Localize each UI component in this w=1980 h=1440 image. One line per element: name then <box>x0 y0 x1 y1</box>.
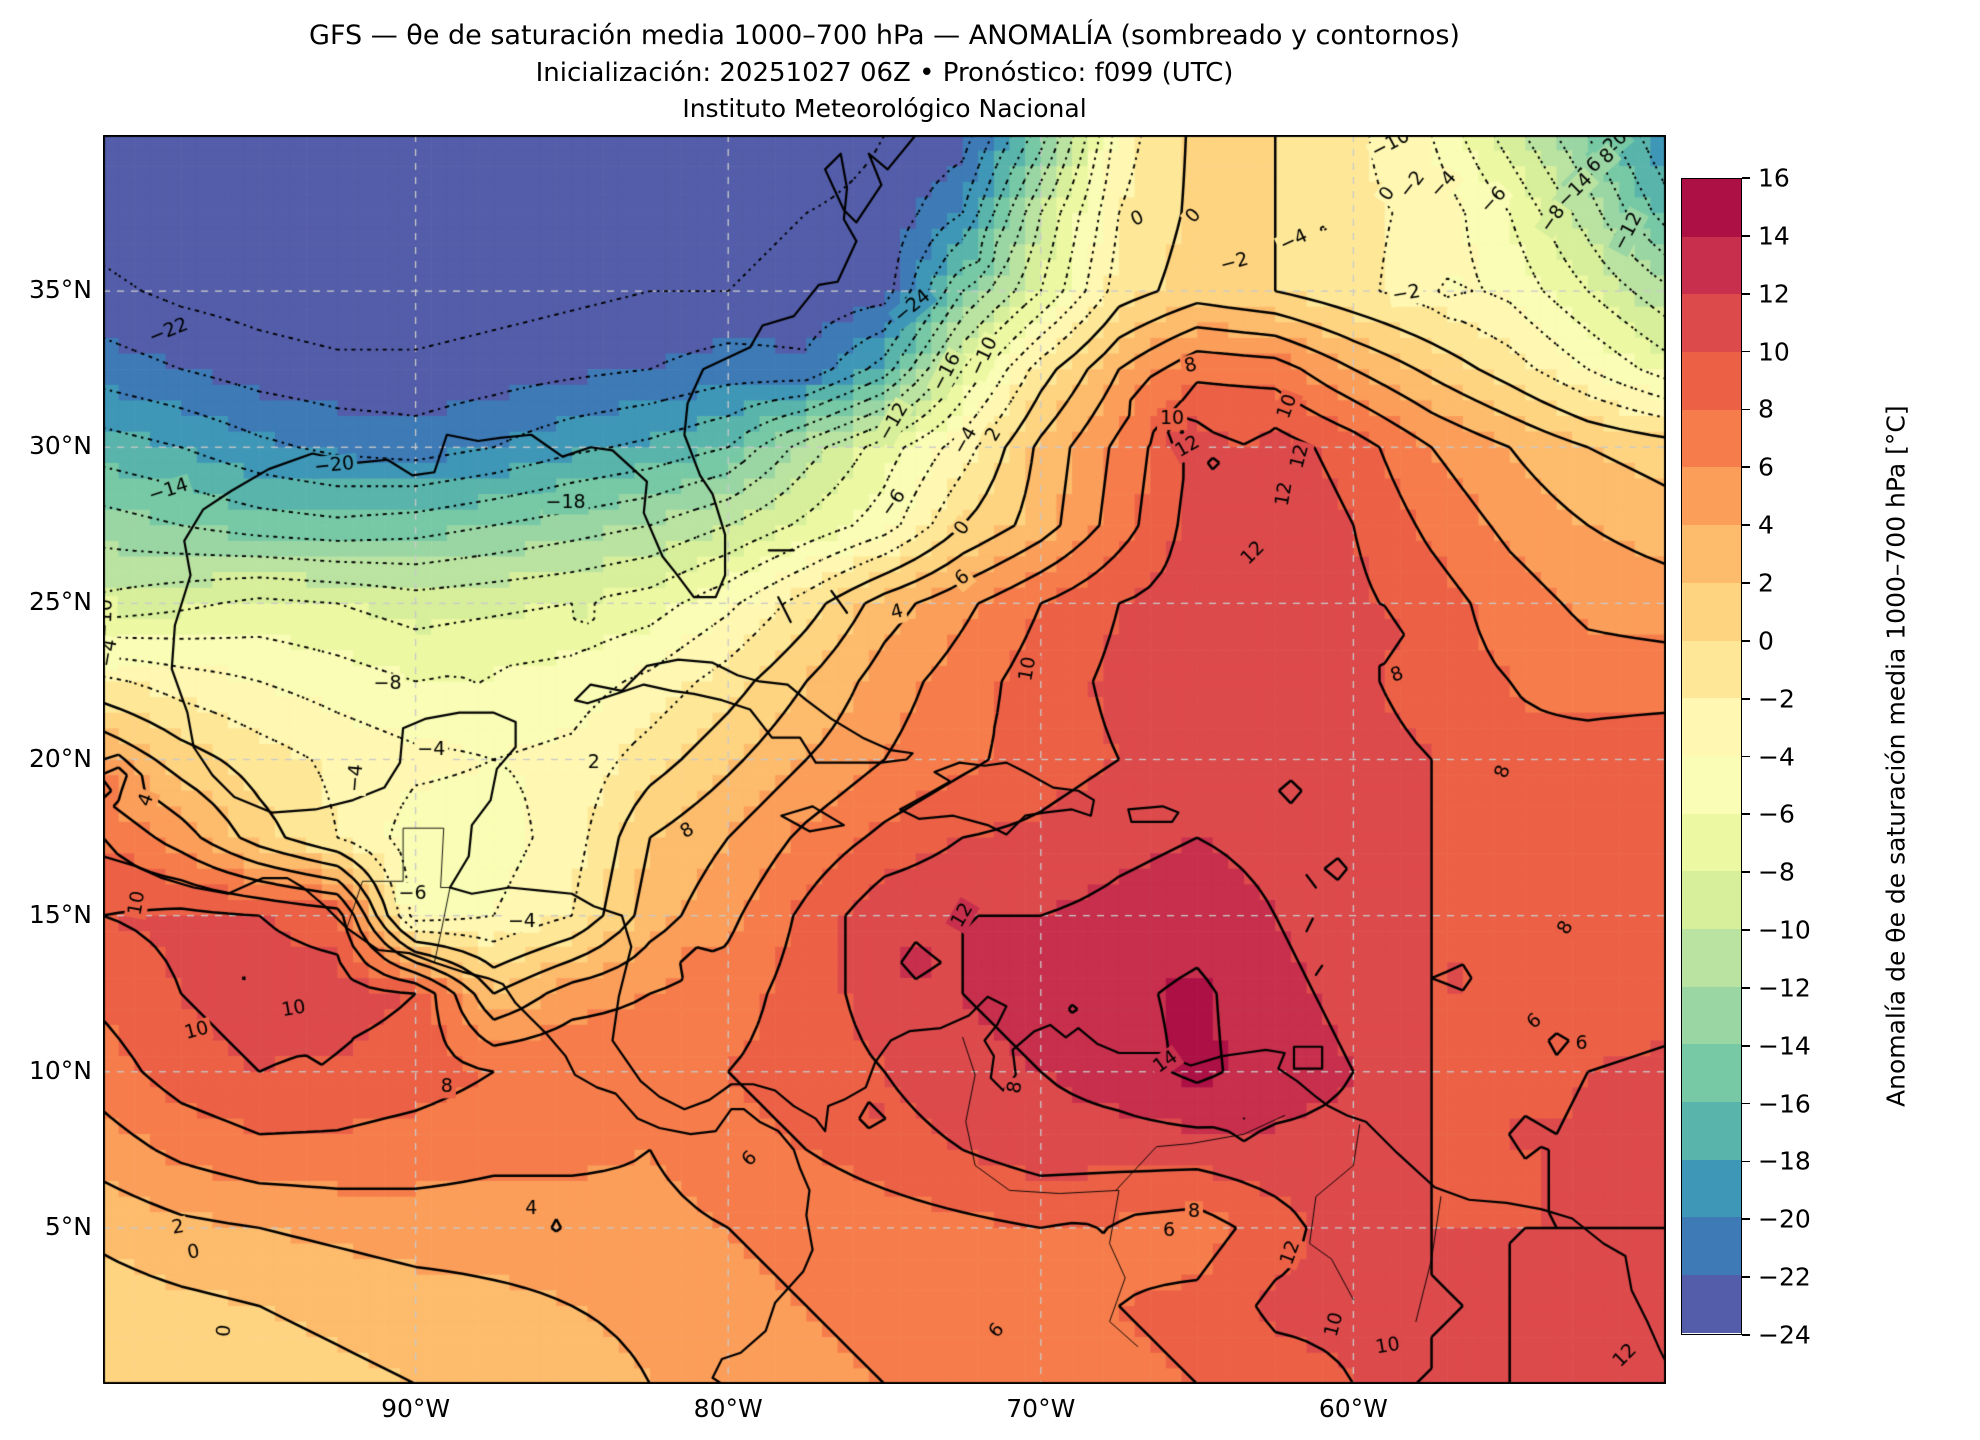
colorbar-segment <box>1682 1159 1741 1218</box>
colorbar-tickmark <box>1742 929 1750 931</box>
colorbar-ticklabel: −18 <box>1758 1146 1811 1176</box>
colorbar-ticklabel: −14 <box>1758 1031 1811 1061</box>
colorbar-segment <box>1682 525 1741 584</box>
colorbar-segment <box>1682 294 1741 353</box>
chart-title: GFS — θe de saturación media 1000–700 hP… <box>309 20 1460 51</box>
colorbar <box>1681 178 1742 1335</box>
colorbar-segment <box>1682 1044 1741 1103</box>
colorbar-tickmark <box>1742 234 1750 237</box>
chart-subtitle-init-forecast: Inicialización: 20251027 06Z • Pronóstic… <box>535 58 1234 88</box>
colorbar-segment <box>1682 986 1741 1045</box>
colorbar-segment <box>1682 1275 1741 1334</box>
y-tick-10: 10°N <box>28 1055 92 1085</box>
x-tick-90w: 90°W <box>381 1394 451 1423</box>
map-plot-area <box>103 135 1666 1384</box>
x-tick-70w: 70°W <box>1006 1394 1076 1423</box>
colorbar-segment <box>1682 928 1741 988</box>
y-tick-20: 20°N <box>28 743 92 773</box>
colorbar-ticklabel: 14 <box>1758 221 1790 251</box>
colorbar-axis-label: Anomalía de θe de saturación media 1000–… <box>1881 405 1911 1108</box>
colorbar-segment <box>1682 236 1741 295</box>
colorbar-ticklabel: −20 <box>1758 1204 1811 1234</box>
chart-institution: Instituto Meteorológico Nacional <box>682 94 1087 123</box>
colorbar-tickmark <box>1742 697 1750 700</box>
colorbar-segment <box>1682 409 1741 468</box>
colorbar-segment <box>1682 698 1741 757</box>
colorbar-tickmark <box>1742 177 1750 179</box>
colorbar-segment <box>1682 352 1741 411</box>
colorbar-segment <box>1682 467 1741 526</box>
colorbar-ticklabel: −8 <box>1758 857 1795 887</box>
colorbar-tickmark <box>1742 292 1750 295</box>
colorbar-tickmark <box>1742 350 1750 353</box>
colorbar-ticklabel: −4 <box>1758 742 1795 771</box>
colorbar-ticklabel: −16 <box>1758 1089 1811 1119</box>
colorbar-ticklabel: −24 <box>1758 1320 1811 1350</box>
colorbar-segment <box>1682 582 1741 642</box>
colorbar-tickmark <box>1742 813 1750 816</box>
colorbar-ticklabel: 10 <box>1758 337 1790 367</box>
colorbar-ticklabel: −2 <box>1758 684 1795 714</box>
colorbar-tickmark <box>1742 755 1750 758</box>
y-tick-30: 30°N <box>28 431 92 461</box>
colorbar-segment <box>1682 813 1741 872</box>
colorbar-tickmark <box>1742 408 1750 411</box>
colorbar-tickmark <box>1742 1218 1750 1221</box>
colorbar-segment <box>1682 871 1741 930</box>
colorbar-ticklabel: 4 <box>1758 510 1774 540</box>
x-tick-60w: 60°W <box>1318 1394 1388 1423</box>
y-tick-5: 5°N <box>44 1211 92 1241</box>
colorbar-tickmark <box>1742 1334 1750 1336</box>
y-tick-25: 25°N <box>28 587 92 617</box>
colorbar-ticklabel: −10 <box>1758 915 1811 945</box>
colorbar-segment <box>1682 640 1741 699</box>
colorbar-ticklabel: 8 <box>1758 394 1774 424</box>
colorbar-ticklabel: −22 <box>1758 1262 1811 1292</box>
colorbar-tickmark <box>1742 466 1750 469</box>
colorbar-tickmark <box>1742 987 1750 989</box>
colorbar-ticklabel: 12 <box>1758 279 1790 309</box>
colorbar-ticklabel: 2 <box>1758 568 1774 598</box>
colorbar-tickmark <box>1742 639 1750 642</box>
colorbar-ticklabel: −12 <box>1758 973 1811 1003</box>
colorbar-tickmark <box>1742 1276 1750 1279</box>
colorbar-tickmark <box>1742 524 1750 526</box>
colorbar-tickmark <box>1742 582 1750 584</box>
colorbar-segment <box>1682 179 1741 238</box>
colorbar-tickmark <box>1742 1044 1750 1047</box>
colorbar-ticklabel: 6 <box>1758 452 1774 482</box>
colorbar-segment <box>1682 1102 1741 1161</box>
colorbar-segment <box>1682 1217 1741 1276</box>
colorbar-segment <box>1682 755 1741 815</box>
colorbar-tickmark <box>1742 871 1750 874</box>
colorbar-ticklabel: −6 <box>1758 799 1795 829</box>
x-tick-80w: 80°W <box>693 1394 763 1423</box>
colorbar-tickmark <box>1742 1102 1750 1105</box>
y-tick-15: 15°N <box>28 899 92 929</box>
y-tick-35: 35°N <box>28 275 92 305</box>
colorbar-tickmark <box>1742 1160 1750 1163</box>
colorbar-ticklabel: 0 <box>1758 626 1774 656</box>
colorbar-ticklabel: 16 <box>1758 163 1790 193</box>
